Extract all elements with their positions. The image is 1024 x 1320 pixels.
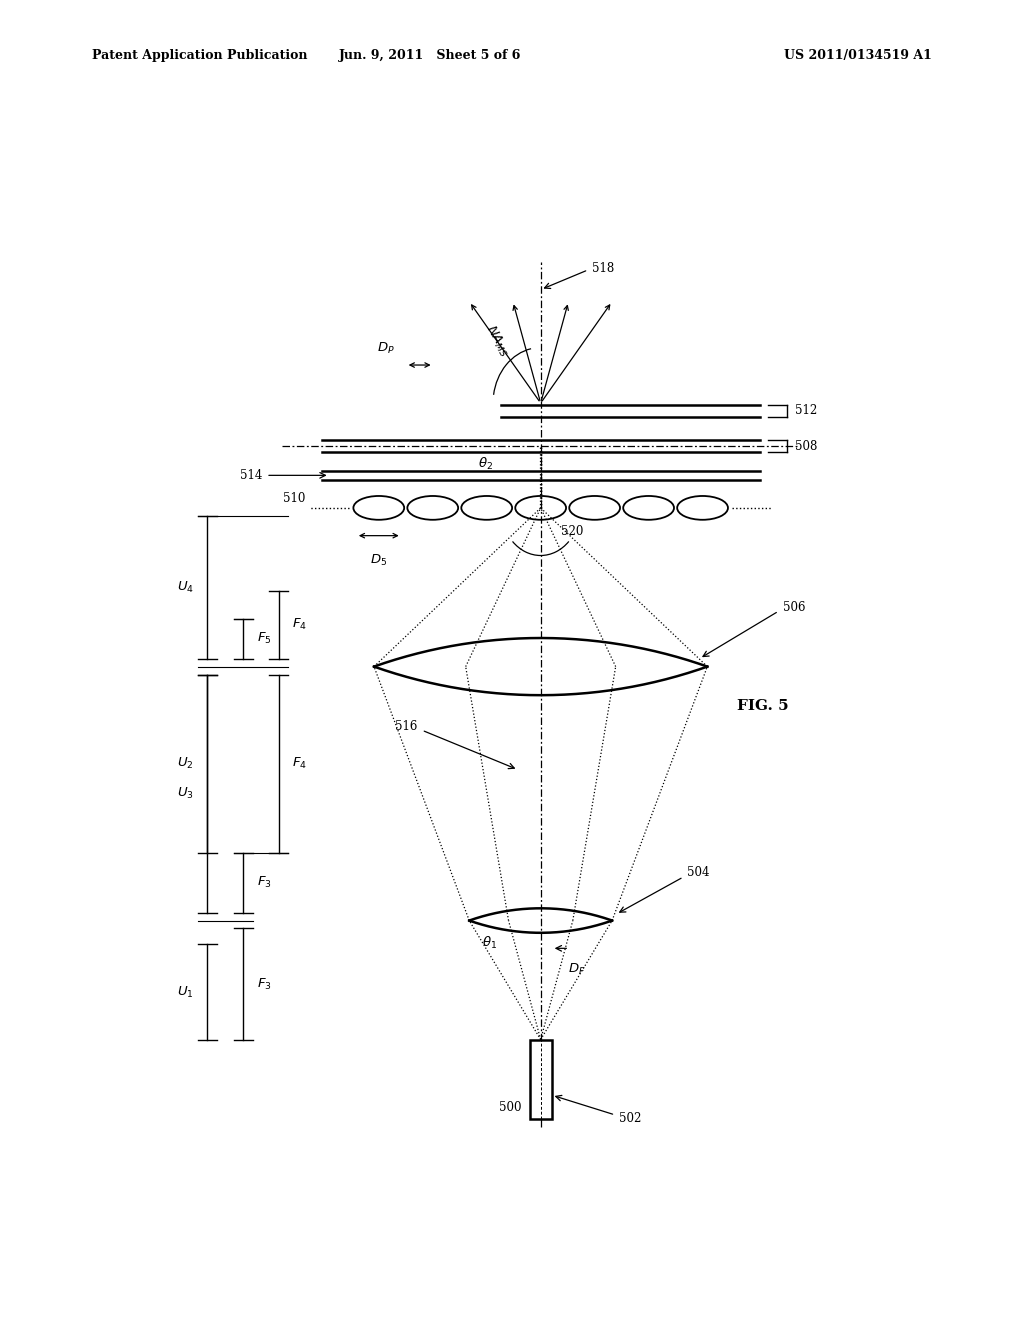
Text: 518: 518 [592,261,614,275]
Text: 508: 508 [796,440,818,453]
Text: 514: 514 [240,469,262,482]
Text: $\theta_1$: $\theta_1$ [481,935,497,950]
Text: $F_4$: $F_4$ [292,756,307,771]
Text: $F_3$: $F_3$ [257,977,271,991]
Text: $\theta_2$: $\theta_2$ [477,457,493,473]
Text: 510: 510 [284,492,306,504]
Text: 500: 500 [499,1101,521,1114]
Text: $F_4$: $F_4$ [292,618,307,632]
Text: $D_F$: $D_F$ [567,962,585,977]
Text: FIG. 5: FIG. 5 [737,700,788,713]
Text: $D_5$: $D_5$ [371,553,387,568]
Text: $U_1$: $U_1$ [177,985,194,999]
Text: Patent Application Publication: Patent Application Publication [92,49,307,62]
Text: 504: 504 [687,866,710,879]
Text: $D_P$: $D_P$ [377,341,395,355]
Text: 520: 520 [560,525,583,539]
Text: $U_2$: $U_2$ [177,756,194,771]
Text: 512: 512 [796,404,818,417]
Text: Jun. 9, 2011   Sheet 5 of 6: Jun. 9, 2011 Sheet 5 of 6 [339,49,521,62]
Text: 516: 516 [395,719,418,733]
Text: $U_4$: $U_4$ [177,579,194,595]
Text: 502: 502 [620,1113,642,1126]
Bar [529,1040,552,1119]
Text: 506: 506 [782,601,805,614]
Text: $F_3$: $F_3$ [257,875,271,891]
Text: $U_3$: $U_3$ [177,785,194,801]
Text: $F_5$: $F_5$ [257,631,271,647]
Text: $NA_{MS}$: $NA_{MS}$ [482,322,512,360]
Text: US 2011/0134519 A1: US 2011/0134519 A1 [784,49,932,62]
